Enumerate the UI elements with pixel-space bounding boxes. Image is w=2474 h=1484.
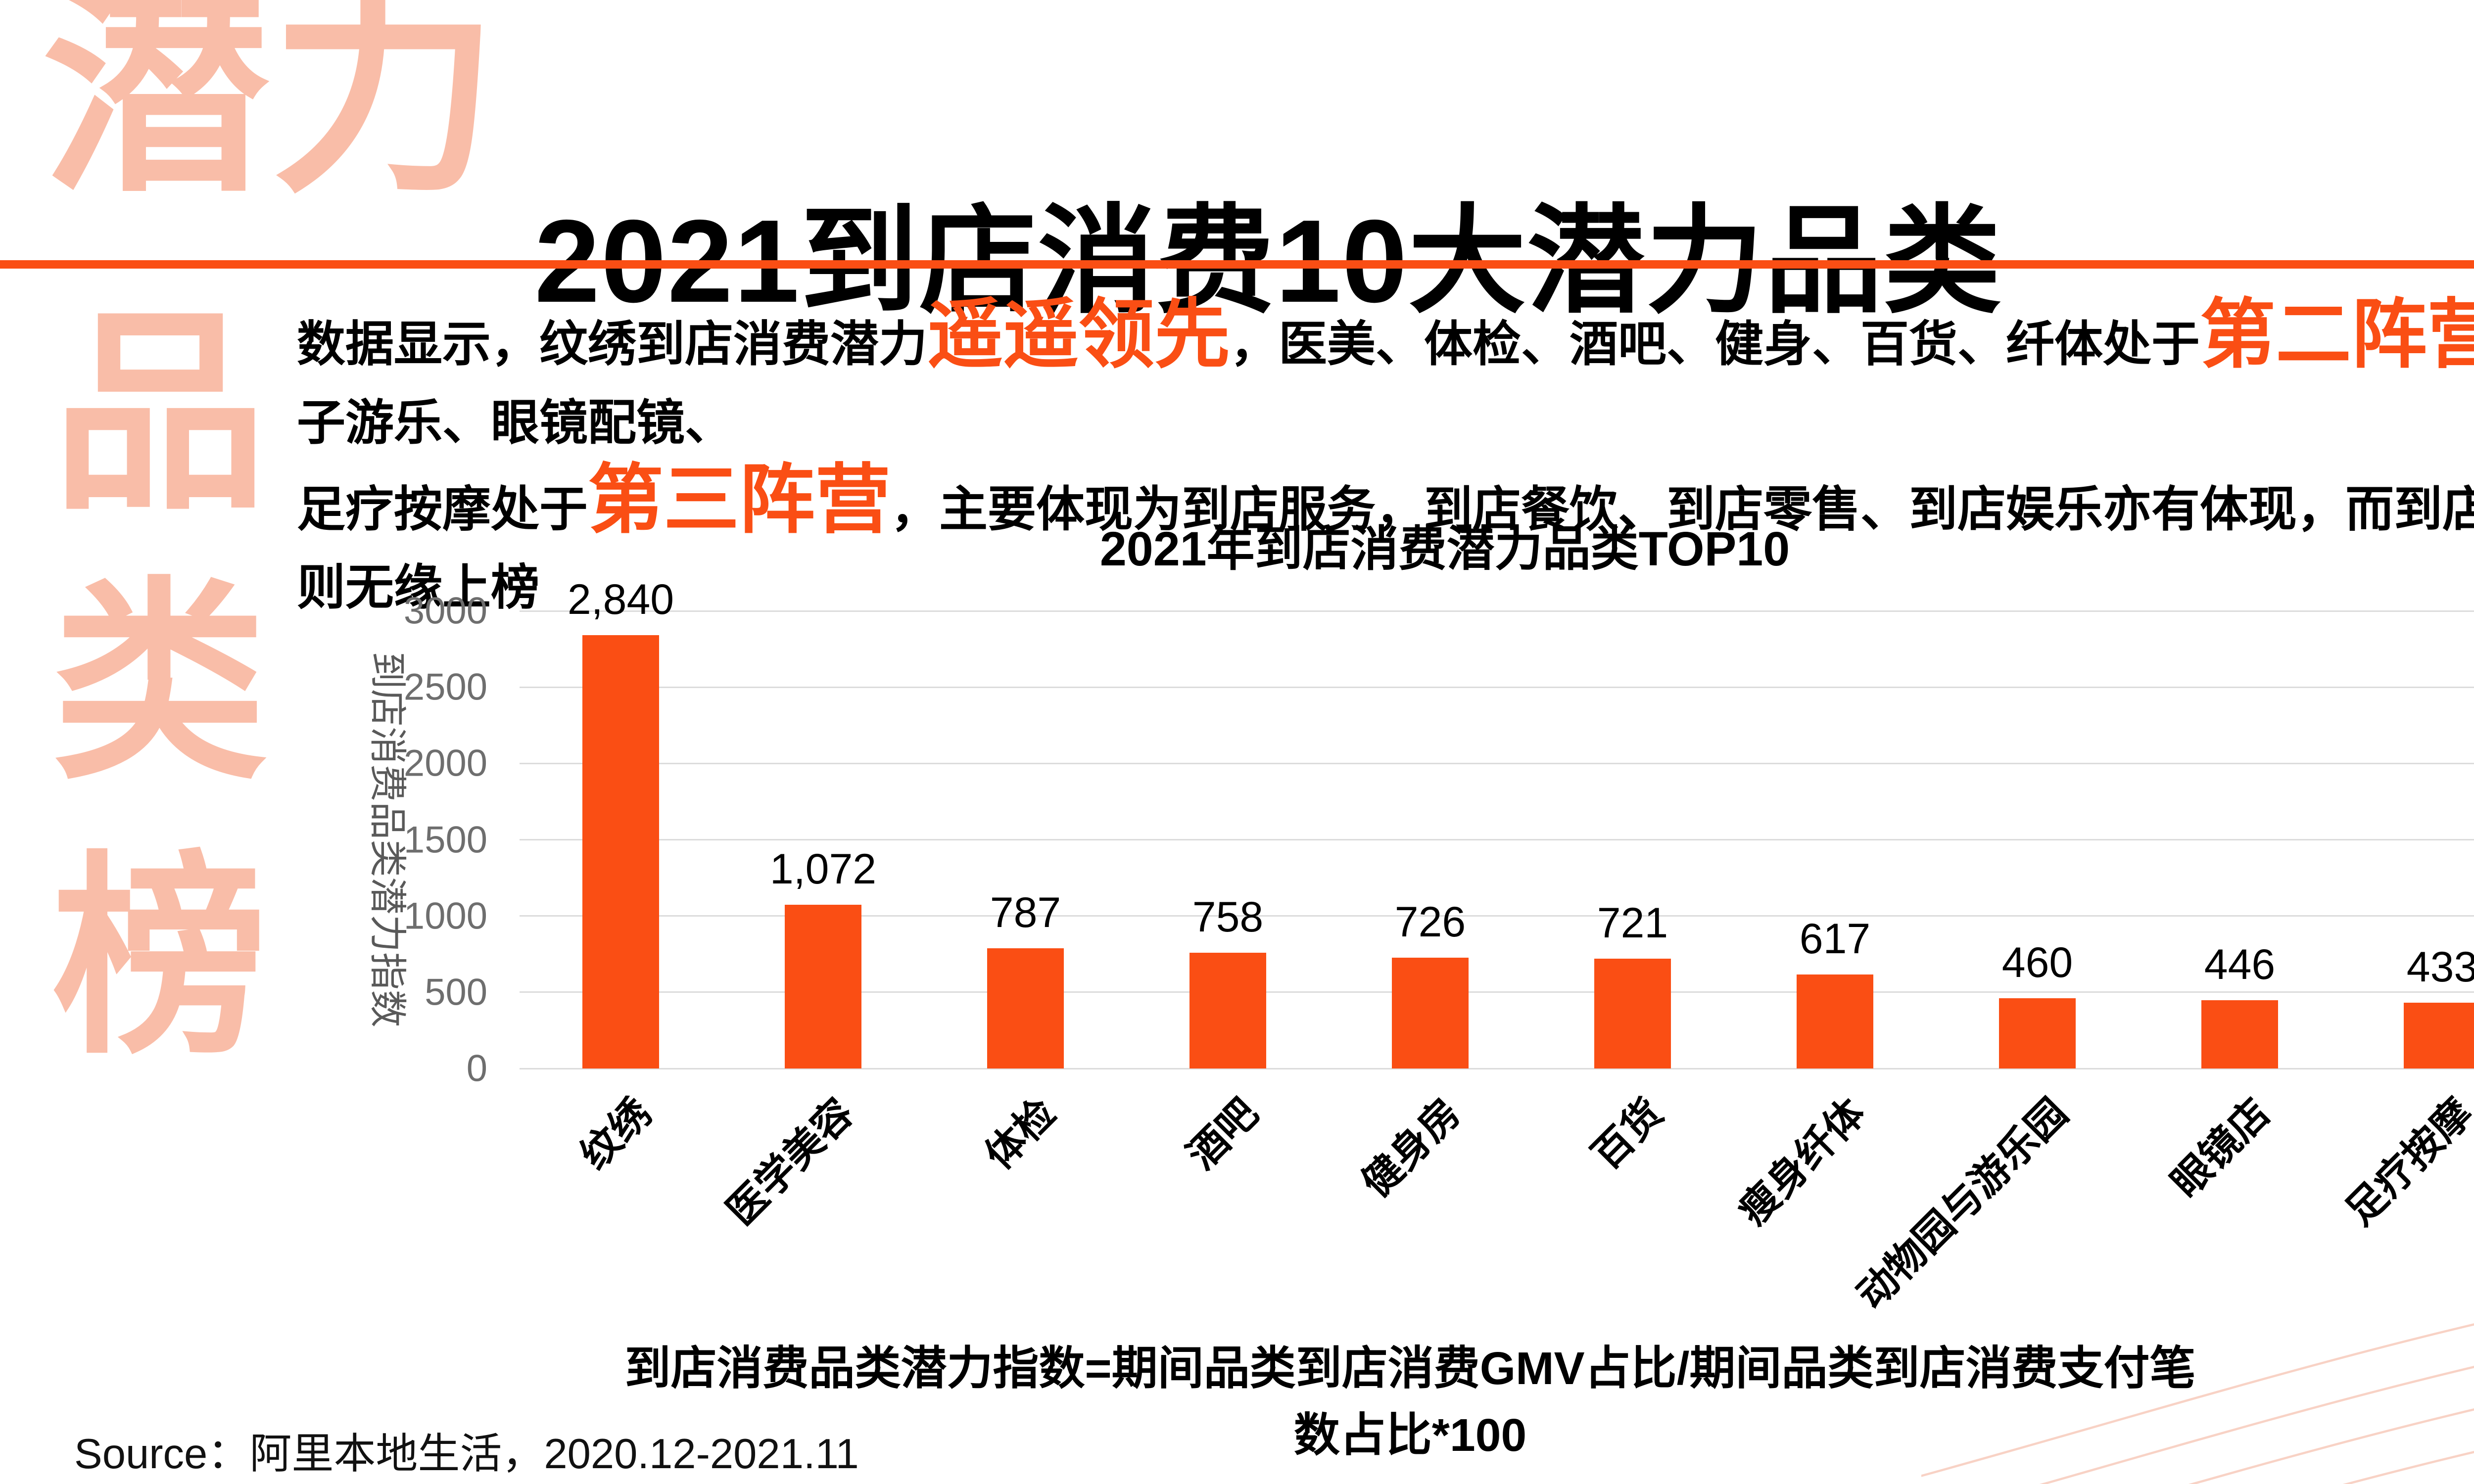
bar-value-label: 787 (990, 889, 1061, 937)
bar-chart: 2021年到店消费潜力品类TOP10 到店消费品类潜力指数 0 500 1000 15… (346, 505, 2474, 1345)
y-axis-tick-label: 1500 (403, 819, 487, 861)
y-axis-tick-label: 2000 (403, 742, 487, 785)
x-axis-category-label: 医学美容 (718, 1090, 861, 1234)
intro-text: ，主要体现为到店服务，到店餐饮、到店零售、到店娱乐亦有体现，而到店教育则无缘上榜 (297, 481, 2474, 615)
bar-6 (1594, 958, 1671, 1068)
bar-value-label: 1,072 (769, 845, 877, 893)
y-axis-tick-label: 500 (425, 971, 487, 1014)
highlight-second-tier: 第二阵营 (2200, 292, 2474, 377)
y-tick-column: 0 500 1000 1500 2000 2500 3000 (346, 590, 510, 1090)
divider-line (0, 260, 2474, 269)
bar-7 (1796, 974, 1874, 1068)
intro-text: 数据显示，纹绣到店消费潜力 (297, 317, 928, 371)
x-axis-category-label: 眼镜店 (2162, 1090, 2278, 1206)
bar-value-label: 721 (1597, 899, 1668, 947)
bar-3 (987, 948, 1064, 1068)
bar-10 (2403, 1002, 2474, 1068)
bar-column-10: 433 足疗按摩 (2337, 611, 2474, 1233)
bar-5 (1391, 958, 1469, 1068)
x-axis-category-label: 健身房 (1353, 1090, 1469, 1206)
bar-column-3: 787 体检 (924, 611, 1127, 1177)
gridline (520, 1067, 2474, 1069)
y-axis-tick-label: 0 (466, 1047, 487, 1090)
x-axis-category-label: 百货 (1583, 1090, 1671, 1178)
brand-char-bang: 榜 (52, 838, 267, 1078)
bar-column-7: 617 瘦身纤体 (1730, 611, 1936, 1233)
bar-value-label: 617 (1799, 915, 1871, 963)
gridline (520, 915, 2474, 917)
bar-value-label: 758 (1192, 893, 1264, 941)
intro-text: ，医美、体检、酒吧、健身、百货、纤体处于 (1230, 317, 2200, 371)
brand-word-qianli: 潜力 (42, 0, 499, 218)
gridline (520, 991, 2474, 993)
bar-column-9: 446 眼镜店 (2139, 611, 2341, 1206)
bar-9 (2201, 1000, 2279, 1068)
gridline (520, 762, 2474, 764)
bar-column-1: 2,840 纹绣 (520, 576, 722, 1177)
brand-char-pin: 品 (52, 294, 267, 534)
bar-series: 2,840 纹绣 1,072 医学美容 787 体检 758 酒吧 726 健身房 721 百货 617… (520, 576, 2474, 1317)
bar-column-4: 758 酒吧 (1127, 611, 1329, 1177)
x-axis-category-label: 动物园与游乐园 (1848, 1090, 2076, 1318)
bar-value-label: 433 (2406, 943, 2474, 991)
bar-value-label: 2,840 (567, 576, 674, 624)
gridlines (520, 610, 2474, 1069)
x-axis-category-label: 酒吧 (1179, 1090, 1266, 1178)
intro-line-1: 数据显示，纹绣到店消费潜力遥遥领先，医美、体检、酒吧、健身、百货、纤体处于第二阵… (297, 297, 2474, 462)
bar-column-5: 726 健身房 (1329, 611, 1531, 1206)
highlight-third-tier: 第三阵营 (588, 457, 891, 542)
bar-value-label: 460 (2001, 939, 2073, 987)
y-axis-tick-label: 2500 (403, 666, 487, 708)
bar-column-8: 460 动物园与游乐园 (1849, 611, 2139, 1317)
highlight-yaoyao-lingxian: 遥遥领先 (927, 292, 1231, 377)
y-axis-tick-label: 1000 (403, 895, 487, 937)
bar-value-label: 446 (2204, 941, 2276, 989)
intro-line-2: 足疗按摩处于第三阵营，主要体现为到店服务，到店餐饮、到店零售、到店娱乐亦有体现，… (297, 462, 2474, 627)
bar-column-2: 1,072 医学美容 (718, 611, 924, 1233)
bar-2 (784, 905, 862, 1068)
x-axis-category-label: 足疗按摩 (2337, 1090, 2474, 1234)
gridline (520, 610, 2474, 612)
bar-column-6: 721 百货 (1531, 611, 1734, 1177)
y-axis-tick-label: 3000 (403, 590, 487, 632)
intro-text: ，亲子游乐、眼镜配镜、 (297, 395, 734, 450)
gridline (520, 839, 2474, 840)
bar-4 (1189, 953, 1267, 1068)
x-axis-category-label: 瘦身纤体 (1730, 1090, 1873, 1234)
brand-char-lei: 类 (52, 563, 267, 804)
intro-text: 足疗按摩处于 (297, 481, 588, 536)
bar-1 (582, 635, 660, 1068)
bar-value-label: 726 (1394, 898, 1466, 946)
intro-paragraph: 数据显示，纹绣到店消费潜力遥遥领先，医美、体检、酒吧、健身、百货、纤体处于第二阵… (297, 297, 2474, 627)
bar-8 (1998, 998, 2076, 1068)
chart-title: 2021年到店消费潜力品类TOP10 (1099, 522, 1790, 576)
x-axis-category-label: 体检 (976, 1090, 1064, 1178)
plot-area: 2,840 纹绣 1,072 医学美容 787 体检 758 酒吧 726 健身房 721 百货 617… (520, 576, 2474, 1317)
gridline (520, 686, 2474, 688)
source-note: Source：阿里本地生活，2020.12-2021.11 (74, 1431, 859, 1478)
x-axis-category-label: 纹绣 (571, 1090, 659, 1178)
